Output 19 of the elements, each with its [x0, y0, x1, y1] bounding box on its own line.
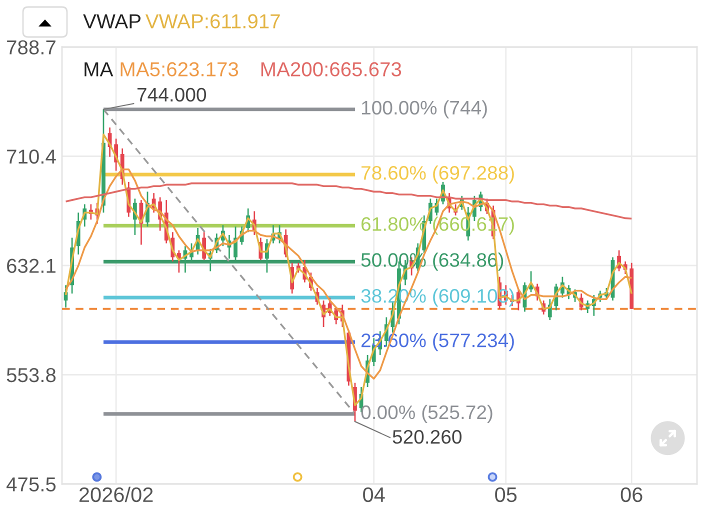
x-tick-label: 06	[620, 487, 642, 502]
series-label: 0.00% (525.72)	[361, 404, 492, 423]
text: MA5:623.173	[120, 62, 238, 76]
chart-title: VWAP	[83, 14, 140, 28]
legend-title: MA	[84, 62, 114, 76]
text: MA200:665.673	[261, 62, 402, 76]
series-label: 78.60% (697.288)	[362, 165, 514, 184]
annotation: 520.260	[392, 430, 462, 444]
x-tick-label: 04	[363, 487, 385, 502]
series-label: 100.00% (744)	[362, 100, 487, 118]
y-tick-label: 553.8	[6, 368, 56, 382]
x-tick-label: 05	[495, 487, 517, 502]
annotation: 744.000	[137, 88, 206, 102]
y-tick-label: 710.4	[7, 149, 56, 164]
x-tick-label: 2026/02	[79, 486, 153, 502]
text: VWAP:611.917	[145, 14, 280, 28]
y-tick-label: 632.1	[7, 258, 56, 273]
y-tick-label: 788.7	[7, 40, 56, 54]
y-tick-label: 475.5	[6, 477, 56, 492]
